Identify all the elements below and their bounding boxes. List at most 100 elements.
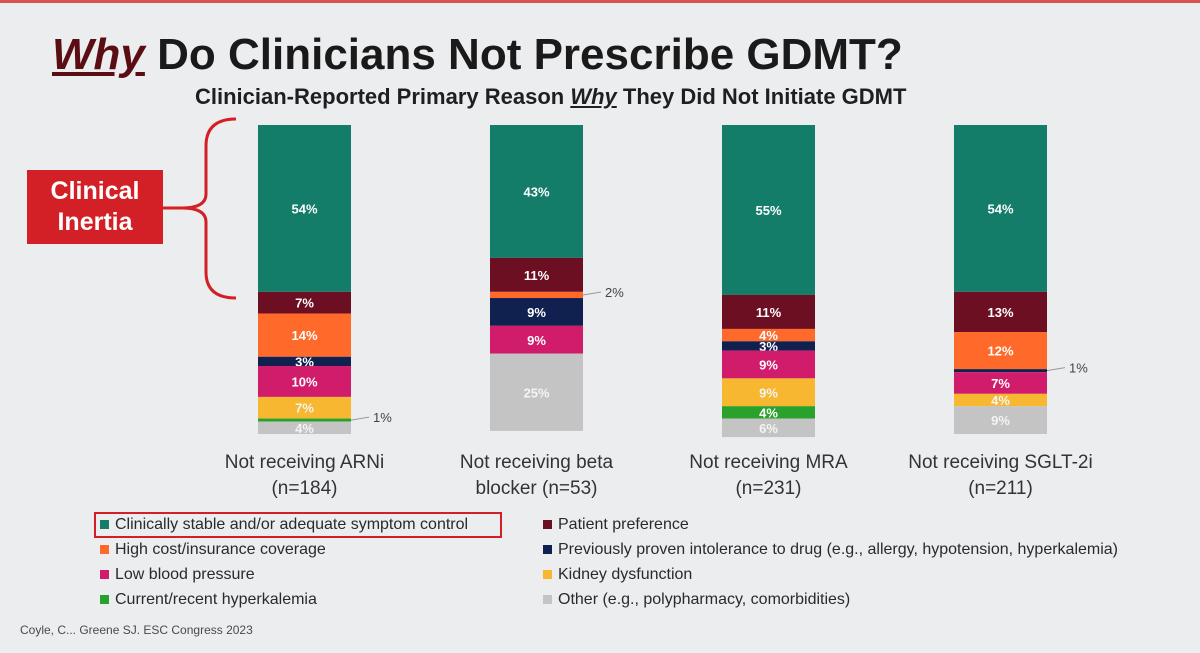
legend-label: Previously proven intolerance to drug (e…	[558, 541, 1118, 558]
leader-line	[1046, 367, 1066, 372]
bar-segment	[490, 291, 583, 299]
citation: Coyle, C... Greene SJ. ESC Congress 2023	[20, 623, 253, 637]
data-label: 4%	[759, 328, 778, 343]
bar-segment	[722, 418, 815, 438]
bar-segment	[722, 294, 815, 329]
legend-label: High cost/insurance coverage	[115, 541, 326, 558]
top-rule	[0, 0, 1200, 3]
bar-segment	[258, 356, 351, 367]
legend-label: Kidney dysfunction	[558, 566, 693, 583]
bar-segment	[722, 350, 815, 379]
legend-highlight-box	[94, 512, 502, 538]
data-label: 14%	[291, 328, 317, 343]
bar-segment	[258, 125, 351, 292]
bar-segment	[722, 125, 815, 295]
bar-segment	[722, 341, 815, 351]
callout-line-2: Inertia	[57, 208, 133, 236]
category-label: blocker (n=53)	[476, 478, 598, 499]
bars-group: 54% 7% 14% 3% 10% 7% 4% 1% 43% 11% 9% 9% 25% 2% 55% 11%…	[258, 125, 1088, 438]
data-label: 4%	[295, 421, 314, 436]
outside-data-label: 2%	[605, 285, 624, 300]
leader-line	[582, 291, 602, 296]
legend-swatch	[543, 520, 552, 530]
legend-label: Patient preference	[558, 516, 689, 533]
data-label: 55%	[755, 203, 781, 218]
data-label: 43%	[523, 184, 549, 199]
title-emphasis: Why	[52, 30, 145, 79]
bar-segment	[954, 291, 1047, 333]
legend-label: Low blood pressure	[115, 566, 255, 583]
legend-item: Previously proven intolerance to drug (e…	[543, 541, 1118, 559]
subtitle-text-before: Clinician-Reported Primary Reason	[195, 84, 571, 109]
data-label: 7%	[991, 376, 1010, 391]
legend-swatch	[100, 595, 109, 605]
legend-swatch	[100, 545, 109, 555]
legend-item: Kidney dysfunction	[543, 566, 692, 584]
leader-line	[350, 416, 370, 421]
bar-segment	[722, 378, 815, 407]
legend-item: Other (e.g., polypharmacy, comorbidities…	[543, 591, 850, 609]
data-label: 12%	[987, 344, 1013, 359]
data-label: 10%	[291, 374, 317, 389]
bar-segment	[954, 369, 1047, 373]
bar-segment	[490, 325, 583, 354]
bar-segment	[490, 298, 583, 326]
bar-segment	[258, 291, 351, 314]
data-label: 9%	[759, 385, 778, 400]
data-label: 3%	[295, 354, 314, 369]
legend-item: Current/recent hyperkalemia	[100, 591, 317, 609]
data-label: 4%	[991, 393, 1010, 408]
inertia-bracket	[181, 117, 237, 300]
bar-segment	[954, 372, 1047, 394]
bar-segment	[258, 418, 351, 422]
bar-segment	[722, 328, 815, 342]
callout-line-1: Clinical	[50, 177, 140, 205]
legend-item: High cost/insurance coverage	[100, 541, 326, 559]
category-label: Not receiving SGLT-2i	[908, 452, 1092, 473]
data-label: 9%	[991, 413, 1010, 428]
bar-segment	[954, 332, 1047, 370]
legend-swatch	[100, 520, 109, 530]
category-label: Not receiving MRA	[689, 452, 848, 473]
legend-swatch	[543, 545, 552, 555]
data-label: 9%	[759, 357, 778, 372]
bar-segment	[490, 353, 583, 431]
category-label: (n=211)	[968, 478, 1033, 499]
bar-segment	[722, 406, 815, 419]
legend-swatch	[100, 570, 109, 580]
bar-segment	[490, 257, 583, 292]
data-label: 6%	[759, 421, 778, 436]
legend-item: Clinically stable and/or adequate sympto…	[100, 516, 468, 534]
legend-item: Low blood pressure	[100, 566, 255, 584]
data-label: 9%	[527, 333, 546, 348]
slide-subtitle: Clinician-Reported Primary Reason Why Th…	[195, 84, 1095, 110]
data-label: 25%	[523, 385, 549, 400]
data-label: 7%	[295, 401, 314, 416]
legend-label: Current/recent hyperkalemia	[115, 591, 317, 608]
data-label: 54%	[291, 201, 317, 216]
subtitle-emphasis: Why	[570, 84, 617, 109]
category-labels: Not receiving ARNi (n=184) Not receiving b…	[225, 452, 1093, 499]
bar-segment	[954, 393, 1047, 407]
data-label: 11%	[756, 305, 782, 320]
data-label: 9%	[527, 305, 546, 320]
slide-title: Why Do Clinicians Not Prescribe GDMT?	[52, 30, 1152, 80]
category-label: Not receiving ARNi	[225, 452, 384, 473]
data-label: 3%	[759, 339, 778, 354]
legend-item: Patient preference	[543, 516, 689, 534]
clinical-inertia-callout: Clinical Inertia	[27, 170, 163, 244]
bar-segment	[490, 125, 583, 258]
legend-label: Clinically stable and/or adequate sympto…	[115, 516, 469, 533]
data-label: 54%	[987, 201, 1013, 216]
bar-segment	[258, 313, 351, 357]
category-label: (n=184)	[271, 478, 337, 499]
category-label: Not receiving beta	[460, 452, 614, 473]
legend-label: Other (e.g., polypharmacy, comorbidities…	[558, 591, 851, 608]
outside-data-label: 1%	[373, 410, 392, 425]
data-label: 11%	[524, 268, 550, 283]
bar-segment	[258, 366, 351, 397]
data-label: 13%	[987, 305, 1013, 320]
title-text: Do Clinicians Not Prescribe GDMT?	[144, 30, 903, 79]
data-label: 7%	[295, 296, 314, 311]
